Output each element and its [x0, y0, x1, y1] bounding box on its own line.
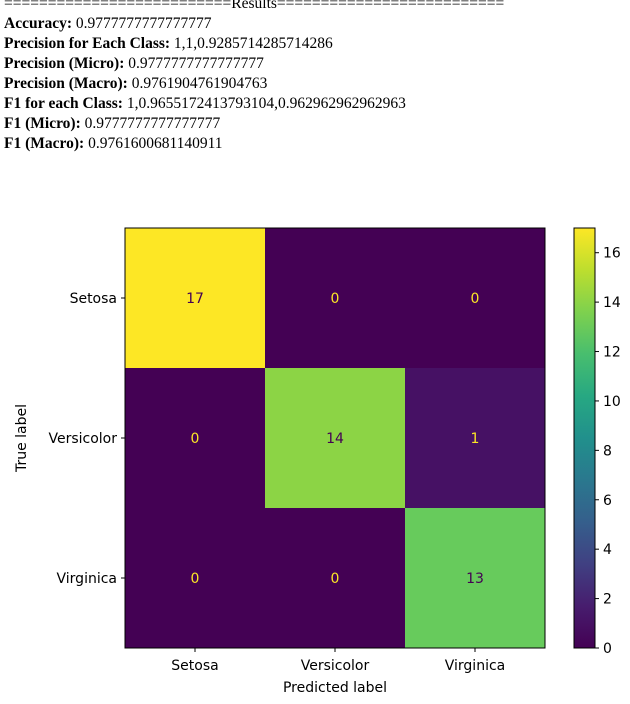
metric-value: 1,0.9655172413793104,0.962962962962963	[122, 95, 406, 112]
heatmap-cell	[405, 508, 545, 648]
y-axis-label: True label	[14, 404, 30, 473]
metric-label: F1 (Micro):	[4, 115, 81, 132]
cell-value-label: 1	[471, 431, 480, 447]
y-tick-label: Setosa	[70, 291, 117, 307]
cell-value-label: 0	[191, 431, 200, 447]
metric-label: F1 for each Class:	[4, 95, 123, 112]
metric-row: Accuracy: 0.9777777777777777	[4, 14, 504, 34]
cell-value-label: 17	[186, 291, 204, 307]
results-panel: ==========================Results=======…	[4, 0, 504, 154]
heatmap-cell	[125, 508, 265, 648]
x-tick-label: Setosa	[171, 658, 218, 674]
x-tick-label: Virginica	[445, 658, 505, 674]
cell-value-label: 13	[466, 571, 484, 587]
cell-value-label: 0	[331, 291, 340, 307]
colorbar-tick-label: 8	[603, 443, 612, 459]
x-tick-label: Versicolor	[301, 658, 370, 674]
heatmap-cell	[405, 368, 545, 508]
results-banner: ==========================Results=======…	[4, 0, 505, 12]
metric-row: Precision for Each Class: 1,1,0.92857142…	[4, 34, 504, 54]
x-axis-label: Predicted label	[283, 680, 387, 696]
metric-row: F1 (Micro): 0.9777777777777777	[4, 114, 504, 134]
heatmap-cell	[125, 228, 265, 368]
colorbar-tick-label: 4	[603, 542, 612, 558]
cell-value-label: 0	[191, 571, 200, 587]
metric-label: Precision (Micro):	[4, 55, 125, 72]
metric-row: Precision (Micro): 0.9777777777777777	[4, 54, 504, 74]
metric-row: Precision (Macro): 0.9761904761904763	[4, 74, 504, 94]
colorbar-frame	[573, 227, 596, 649]
y-tick-label: Virginica	[57, 571, 117, 587]
heatmap-cell	[405, 228, 545, 368]
metric-value: 0.9777777777777777	[80, 115, 221, 132]
metric-row: F1 for each Class: 1,0.9655172413793104,…	[4, 94, 504, 114]
cell-value-label: 0	[331, 571, 340, 587]
metric-value: 0.9761600681140911	[84, 135, 223, 152]
y-tick-label: Versicolor	[48, 431, 117, 447]
colorbar-tick-label: 16	[603, 246, 621, 262]
cell-value-label: 14	[326, 431, 344, 447]
heatmap-cell	[265, 368, 405, 508]
heatmap-cell	[265, 228, 405, 368]
colorbar-tick-label: 12	[603, 345, 621, 361]
colorbar-tick-label: 10	[603, 394, 621, 410]
colorbar-tick-label: 2	[603, 592, 612, 608]
colorbar-tick-label: 6	[603, 493, 612, 509]
cell-value-label: 0	[471, 291, 480, 307]
heatmap-cell	[265, 508, 405, 648]
metric-value: 0.9777777777777777	[72, 15, 212, 32]
metric-label: F1 (Macro):	[4, 135, 85, 152]
metrics-list: Accuracy: 0.9777777777777777 Precision fo…	[4, 14, 504, 154]
metric-label: Precision (Macro):	[4, 75, 128, 92]
colorbar-tick-label: 0	[603, 641, 612, 657]
heatmap-cell	[125, 368, 265, 508]
metric-label: Precision for Each Class:	[4, 35, 171, 52]
metric-value: 1,1,0.9285714285714286	[170, 35, 333, 52]
colorbar-tick-label: 14	[603, 295, 621, 311]
metric-row: F1 (Macro): 0.9761600681140911	[4, 134, 504, 154]
metric-value: 0.9777777777777777	[124, 55, 264, 72]
colorbar	[574, 228, 595, 648]
metric-value: 0.9761904761904763	[127, 75, 268, 92]
metric-label: Accuracy:	[4, 15, 72, 32]
